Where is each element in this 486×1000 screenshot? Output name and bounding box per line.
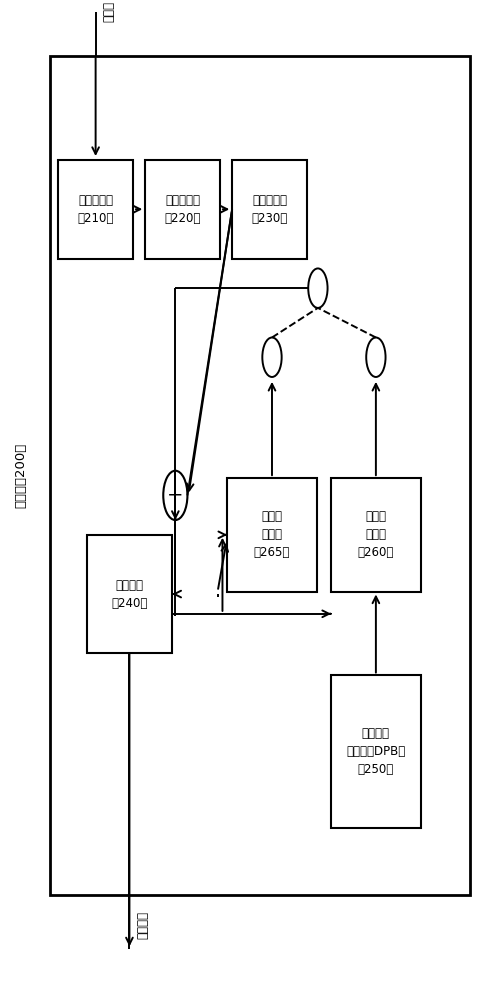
Text: +: + [167,486,184,505]
FancyBboxPatch shape [50,56,470,895]
FancyBboxPatch shape [87,535,172,653]
FancyBboxPatch shape [227,478,317,592]
FancyBboxPatch shape [58,160,133,259]
Text: 熌解码单元
（210）: 熌解码单元 （210） [77,194,114,225]
FancyBboxPatch shape [331,478,420,592]
FancyBboxPatch shape [331,675,420,828]
Text: 滤波单元
（240）: 滤波单元 （240） [111,579,148,610]
Text: 帧内预
测单元
（265）: 帧内预 测单元 （265） [254,510,290,559]
Text: 逆量化单元
（220）: 逆量化单元 （220） [164,194,201,225]
FancyBboxPatch shape [232,160,307,259]
FancyBboxPatch shape [145,160,220,259]
Text: 重建图像: 重建图像 [137,911,150,939]
Text: 帧间预
测单元
（260）: 帧间预 测单元 （260） [358,510,394,559]
Text: 解码器（200）: 解码器（200） [14,443,27,508]
Text: 逆变换单元
（230）: 逆变换单元 （230） [251,194,288,225]
Text: 比特流: 比特流 [103,1,116,22]
Text: 解码图片
缓冲器（DPB）
（250）: 解码图片 缓冲器（DPB） （250） [346,727,405,776]
